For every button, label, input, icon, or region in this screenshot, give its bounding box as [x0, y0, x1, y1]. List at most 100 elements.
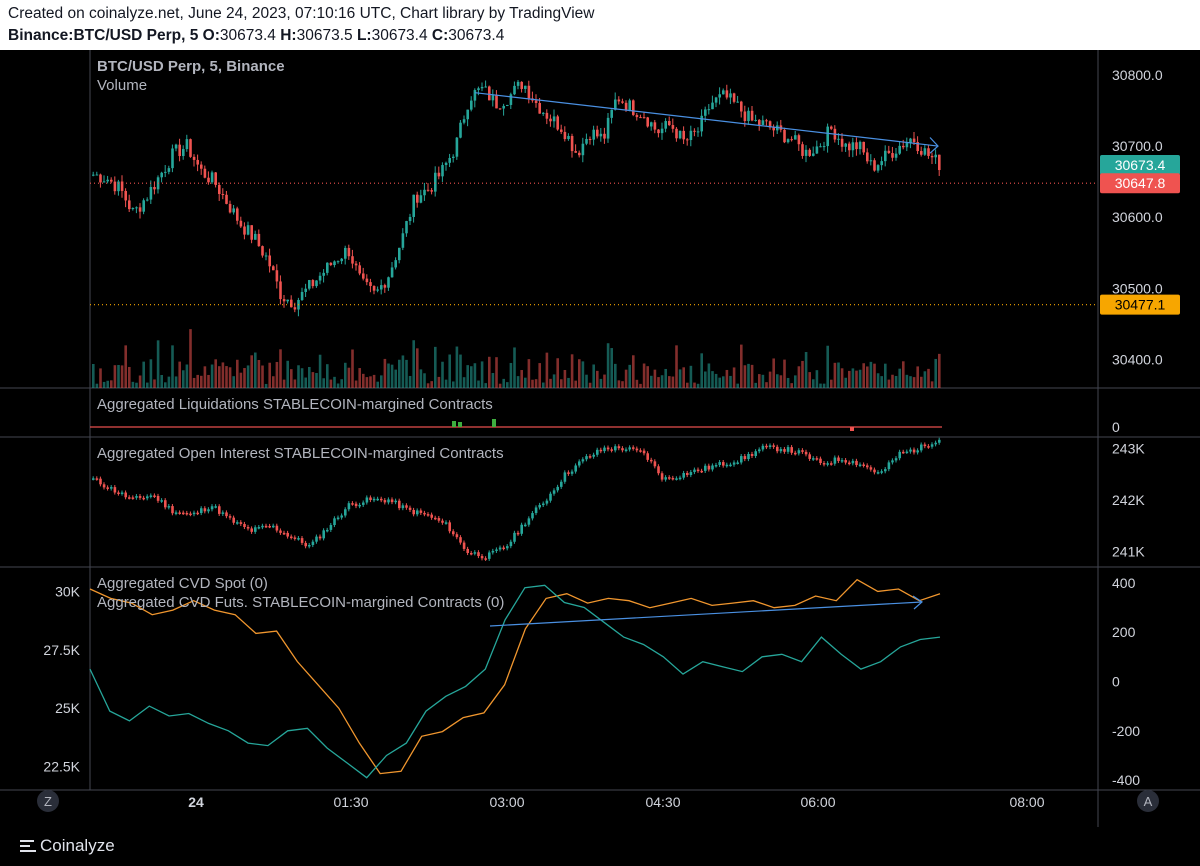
- cvd-right-tick: -200: [1112, 723, 1140, 739]
- volume-bar: [603, 374, 606, 388]
- price-candle: [480, 86, 484, 89]
- oi-candle: [171, 506, 174, 514]
- price-candle: [369, 282, 372, 287]
- price-candle: [470, 100, 473, 110]
- volume-bar: [632, 355, 635, 388]
- price-candle: [704, 109, 707, 116]
- volume-bar: [282, 379, 286, 388]
- volume-bar: [599, 378, 603, 388]
- price-candle: [884, 150, 887, 162]
- oi-candle: [642, 450, 646, 454]
- price-candle: [808, 149, 811, 156]
- price-candle: [92, 174, 95, 176]
- oi-candle: [473, 552, 477, 554]
- volume-bar: [380, 375, 383, 388]
- oi-candle: [891, 460, 894, 463]
- price-candle: [423, 189, 426, 196]
- price-candle: [506, 104, 509, 106]
- volume-bar: [873, 363, 876, 388]
- volume-bar: [311, 372, 315, 388]
- oi-candle: [437, 518, 441, 521]
- price-candle: [437, 172, 441, 177]
- oi-candle: [761, 445, 765, 450]
- oi-candle: [426, 514, 430, 516]
- volume-bar: [297, 365, 300, 388]
- price-candle: [689, 130, 693, 141]
- oi-candle: [128, 497, 131, 499]
- price-candle: [383, 285, 387, 288]
- oi-candle: [365, 497, 369, 503]
- oi-candle: [311, 541, 315, 546]
- oi-candle: [542, 503, 545, 506]
- price-candle: [448, 157, 451, 163]
- price-pane[interactable]: [90, 80, 1098, 388]
- price-candle: [574, 151, 577, 153]
- volume-bar: [844, 377, 847, 388]
- cvd-pane[interactable]: [89, 578, 941, 779]
- volume-bar: [704, 371, 707, 388]
- oi-candle: [340, 515, 343, 518]
- oi-candle: [758, 449, 761, 452]
- open-interest-pane[interactable]: [92, 437, 941, 561]
- cvd-futs-line: [89, 578, 941, 775]
- oi-candle: [448, 522, 451, 532]
- coinalyze-brand[interactable]: Coinalyze: [20, 836, 115, 856]
- oi-candle: [858, 464, 862, 466]
- oi-candle: [347, 503, 351, 510]
- oi-candle: [228, 516, 232, 518]
- price-candle: [617, 99, 621, 102]
- volume-bar: [812, 379, 815, 388]
- volume-bar: [747, 363, 750, 388]
- volume-bar: [441, 361, 444, 388]
- price-candle: [797, 135, 801, 145]
- cvd-trend-line: [489, 601, 923, 627]
- auto-scale-z-button[interactable]: [37, 790, 59, 812]
- price-candle: [261, 246, 264, 256]
- auto-scale-a-button[interactable]: [1137, 790, 1159, 812]
- price-candle: [527, 85, 531, 99]
- price-candle: [358, 265, 361, 274]
- volume-bar: [200, 375, 203, 388]
- volume-bar: [308, 366, 311, 388]
- price-candle: [632, 100, 635, 115]
- price-candle: [671, 125, 675, 129]
- oi-candle: [822, 463, 826, 465]
- oi-candle: [480, 556, 484, 559]
- volume-bar: [480, 361, 484, 388]
- oi-candle: [596, 449, 599, 455]
- price-candle: [279, 281, 282, 300]
- oi-candle: [794, 452, 797, 455]
- volume-bar: [898, 368, 901, 388]
- price-candle: [362, 273, 365, 279]
- oi-candle: [372, 498, 376, 501]
- x-tick-label: 08:00: [1009, 794, 1044, 810]
- volume-bar: [387, 363, 390, 388]
- volume-bar: [290, 369, 293, 388]
- volume-bar: [646, 366, 649, 388]
- price-candle: [923, 148, 927, 155]
- price-candle: [513, 85, 516, 95]
- volume-bar: [153, 379, 156, 388]
- oi-candle: [862, 464, 865, 466]
- close-label: C:: [431, 27, 449, 44]
- chart-header: Created on coinalyze.net, June 24, 2023,…: [0, 0, 1200, 50]
- price-candle: [149, 187, 153, 200]
- oi-candle: [390, 499, 394, 503]
- price-candle: [495, 94, 498, 109]
- volume-bar: [862, 363, 865, 388]
- price-candle: [455, 137, 459, 157]
- liquidations-pane[interactable]: [90, 419, 942, 431]
- volume-bar: [196, 374, 199, 388]
- oi-candle: [722, 462, 725, 466]
- volume-bar: [455, 346, 459, 388]
- price-candle: [599, 133, 603, 137]
- chart-canvas[interactable]: 24 01:30 03:00 04:30 06:00 08:00 Z A 30800.0 3070…: [0, 50, 1200, 827]
- oi-candle: [160, 500, 163, 502]
- oi-candle: [894, 458, 898, 461]
- volume-bar: [808, 372, 811, 388]
- oi-candle: [326, 529, 329, 532]
- z-button-label: Z: [44, 794, 52, 809]
- price-candle: [675, 128, 678, 139]
- oi-candle: [369, 497, 372, 501]
- volume-bar: [768, 371, 772, 388]
